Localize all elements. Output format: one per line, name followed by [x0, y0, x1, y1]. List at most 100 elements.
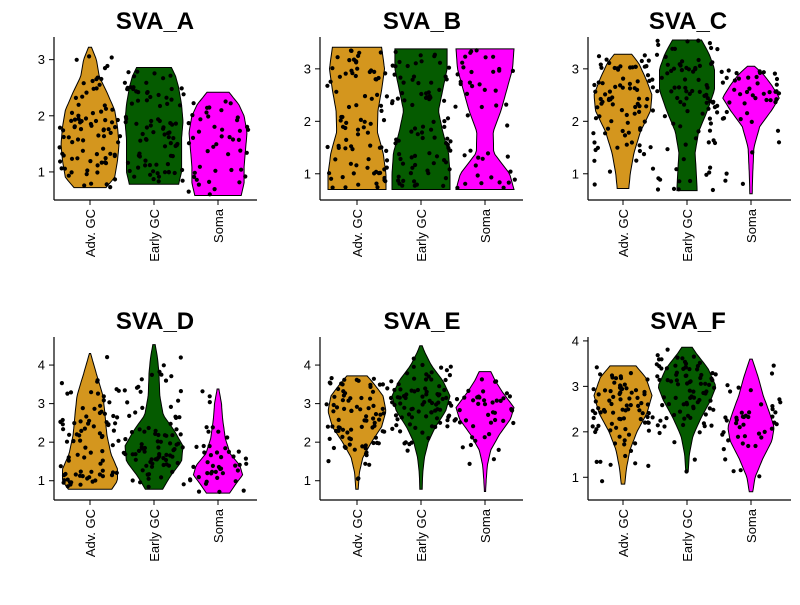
data-point — [662, 114, 668, 119]
data-point — [105, 355, 110, 360]
data-point — [673, 363, 678, 368]
data-point — [688, 178, 693, 184]
category-label: Soma — [744, 208, 759, 243]
data-point — [697, 360, 703, 365]
data-point — [390, 99, 395, 104]
data-point — [161, 462, 166, 468]
data-point — [480, 156, 485, 161]
data-point — [418, 53, 423, 58]
y-tick-label: 4 — [572, 333, 579, 348]
data-point — [202, 450, 207, 455]
data-point — [401, 178, 406, 183]
data-point — [593, 89, 598, 94]
data-point — [487, 432, 492, 437]
data-point — [465, 113, 470, 118]
data-point — [95, 75, 100, 80]
data-point — [359, 424, 364, 429]
data-point — [739, 410, 744, 415]
data-point — [380, 406, 385, 411]
data-point — [710, 187, 716, 193]
data-point — [82, 455, 87, 460]
data-point — [691, 404, 696, 409]
data-point — [130, 478, 135, 483]
data-point — [727, 100, 732, 105]
data-point — [227, 135, 232, 140]
data-point — [613, 376, 619, 381]
data-point — [671, 121, 676, 126]
data-point — [205, 460, 210, 465]
data-point — [449, 403, 454, 408]
data-point — [162, 170, 168, 175]
data-point — [219, 108, 224, 113]
data-point — [629, 140, 635, 145]
data-point — [440, 396, 445, 402]
data-point — [140, 131, 145, 137]
data-point — [591, 415, 596, 421]
data-point — [406, 412, 412, 417]
data-point — [139, 442, 144, 447]
data-point — [618, 397, 623, 402]
data-point — [707, 116, 713, 121]
data-point — [211, 144, 216, 149]
data-point — [398, 75, 403, 80]
data-point — [675, 95, 680, 101]
data-point — [710, 100, 716, 105]
data-point — [98, 461, 103, 466]
data-point — [143, 137, 149, 142]
data-point — [655, 374, 660, 379]
data-point — [447, 373, 452, 378]
data-point — [677, 62, 682, 67]
data-point — [73, 472, 78, 477]
data-point — [333, 157, 338, 162]
data-point — [697, 89, 702, 94]
data-point — [57, 125, 63, 130]
data-point — [139, 377, 144, 382]
data-point — [705, 85, 710, 90]
data-point — [367, 462, 372, 467]
data-point — [136, 165, 141, 170]
data-point — [681, 402, 686, 407]
data-point — [397, 152, 402, 157]
data-point — [497, 68, 502, 73]
data-point — [378, 412, 383, 417]
data-point — [591, 387, 596, 392]
data-point — [239, 167, 244, 172]
data-point — [103, 106, 109, 111]
data-point — [709, 376, 714, 381]
data-point — [88, 450, 93, 455]
data-point — [149, 464, 155, 469]
data-point — [213, 469, 218, 474]
y-tick-label: 2 — [304, 114, 311, 129]
data-point — [457, 420, 463, 425]
data-point — [412, 376, 417, 381]
data-point — [414, 182, 419, 187]
data-point — [364, 414, 369, 419]
data-point — [684, 65, 689, 70]
data-point — [330, 185, 335, 190]
data-point — [145, 90, 150, 95]
data-point — [238, 148, 243, 153]
data-point — [105, 63, 110, 69]
data-point — [170, 154, 175, 159]
data-point — [168, 441, 173, 446]
data-point — [330, 424, 335, 429]
data-point — [441, 183, 446, 188]
data-point — [691, 69, 696, 74]
data-point — [600, 81, 605, 86]
data-point — [458, 81, 463, 87]
y-tick-label: 1 — [38, 473, 45, 488]
data-point — [594, 459, 599, 464]
data-point — [340, 427, 346, 432]
data-point — [659, 75, 664, 80]
data-point — [462, 395, 467, 400]
data-point — [331, 445, 336, 451]
data-point — [609, 421, 615, 426]
data-point — [156, 432, 161, 438]
data-point — [444, 141, 449, 146]
data-point — [591, 131, 596, 136]
data-point — [642, 420, 648, 425]
data-point — [628, 448, 634, 453]
data-point — [399, 415, 404, 420]
data-point — [66, 458, 71, 463]
data-point — [99, 434, 104, 440]
